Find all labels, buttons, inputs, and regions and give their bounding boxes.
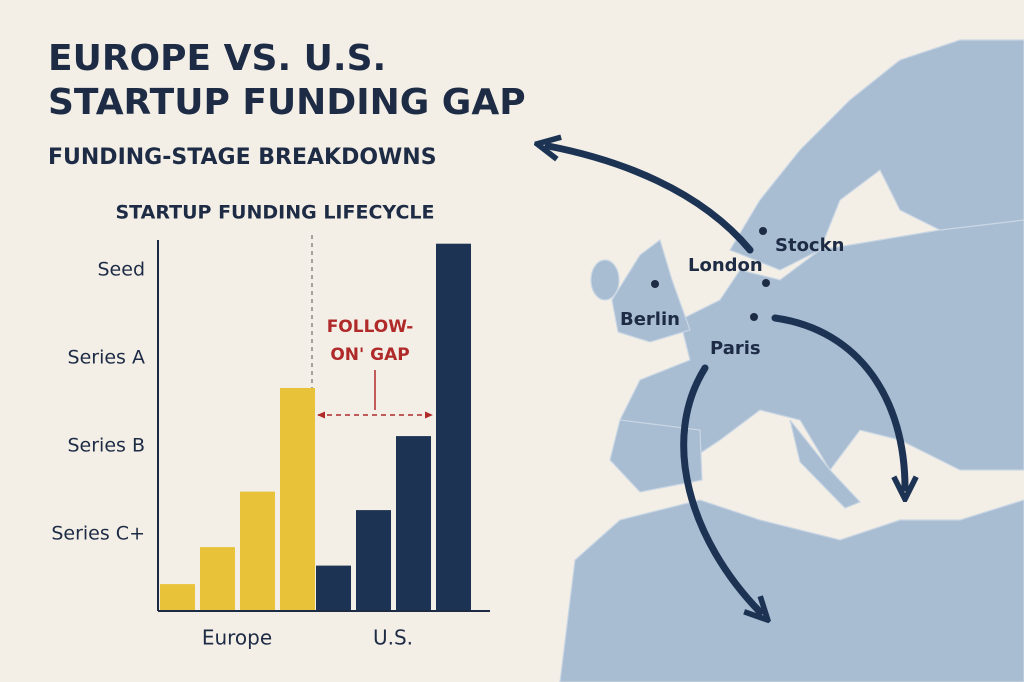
chart-title: STARTUP FUNDING LIFECYCLE [115,202,434,224]
city-label: Stockn [775,235,844,256]
title: STARTUP FUNDING GAP [48,82,526,123]
x-label: Europe [202,626,272,650]
x-label: U.S. [373,626,413,650]
bar [240,491,275,610]
arrow [548,146,754,254]
bar [316,565,351,610]
city-label: Berlin [620,309,680,330]
arrow [680,364,760,612]
bar [280,388,315,610]
map [559,39,1024,682]
y-label: Series C+ [51,523,145,545]
bar [160,584,195,610]
city-dots [651,227,770,321]
map-arrows [548,146,905,612]
title: EUROPE VS. U.S. [48,38,386,79]
annotation: ON' GAP [330,345,409,365]
annotation: FOLLOW- [327,317,414,337]
city-label: Paris [710,338,761,359]
subtitle: FUNDING-STAGE BREAKDOWNS [48,145,437,170]
city-label: London [688,255,763,276]
bar [356,510,391,610]
bar [200,547,235,610]
y-label: Series B [67,435,145,457]
bar [396,436,431,610]
bar [436,243,471,610]
y-label: Seed [98,259,146,281]
y-label: Series A [68,347,145,369]
arrow [771,314,905,488]
